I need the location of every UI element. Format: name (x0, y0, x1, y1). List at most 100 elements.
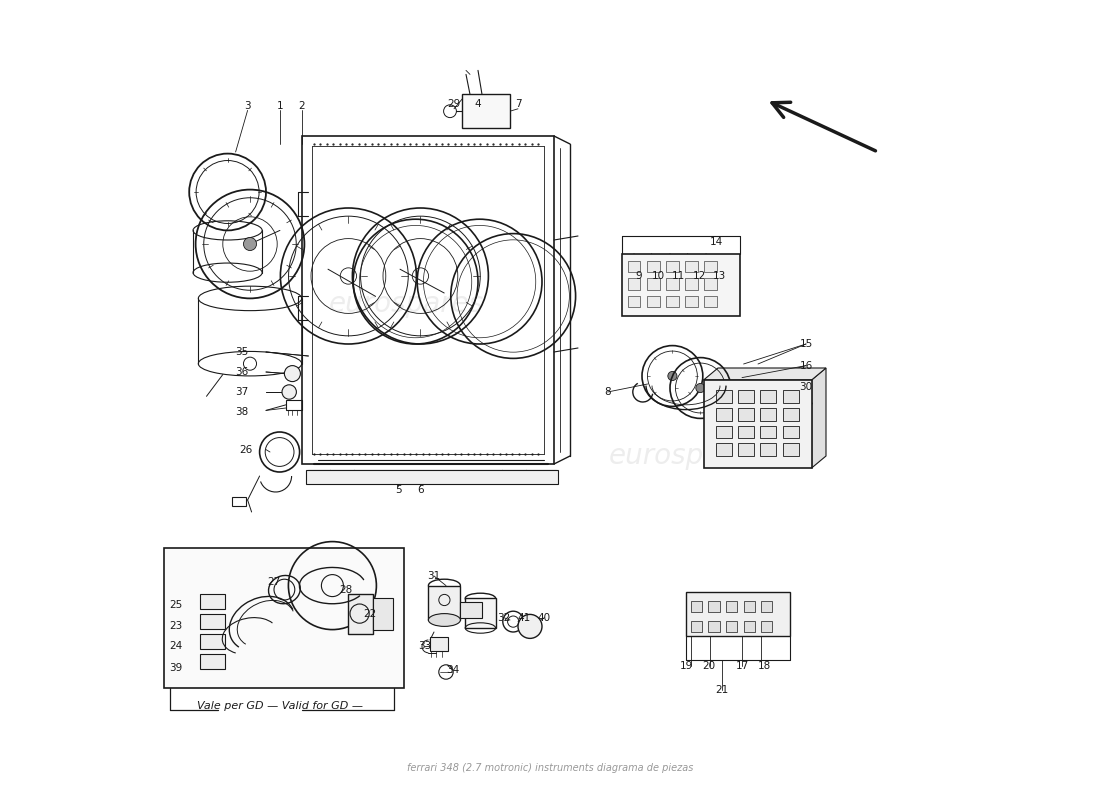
Bar (348, 594, 373, 634)
Text: 26: 26 (240, 445, 253, 454)
Bar (465, 598, 496, 628)
Bar (744, 621, 755, 632)
Text: 3: 3 (244, 101, 251, 110)
Text: 31: 31 (428, 571, 441, 581)
Bar (783, 390, 799, 403)
Bar (744, 601, 755, 612)
Text: 41: 41 (518, 613, 531, 622)
Bar (373, 598, 393, 630)
Text: 19: 19 (680, 662, 693, 671)
Text: 36: 36 (235, 367, 249, 377)
Bar (783, 408, 799, 421)
Bar (716, 443, 732, 456)
Bar (716, 408, 732, 421)
Bar (306, 470, 558, 484)
Bar (199, 634, 226, 649)
Text: 28: 28 (340, 585, 353, 594)
Text: 34: 34 (446, 665, 459, 674)
Bar (647, 261, 660, 272)
Bar (685, 278, 698, 290)
Bar (760, 390, 777, 403)
Text: 2: 2 (299, 101, 306, 110)
Text: 6: 6 (417, 485, 424, 494)
Circle shape (285, 366, 300, 382)
Polygon shape (812, 368, 826, 468)
Text: 29: 29 (448, 99, 461, 109)
Bar (428, 586, 461, 620)
Circle shape (696, 383, 705, 393)
Text: 35: 35 (235, 347, 249, 357)
Bar (726, 621, 737, 632)
Bar (286, 400, 302, 410)
Text: 20: 20 (702, 662, 715, 671)
Circle shape (668, 371, 676, 381)
Text: 12: 12 (693, 271, 706, 281)
Text: 37: 37 (235, 387, 249, 397)
Bar (628, 261, 640, 272)
Bar (761, 621, 772, 632)
Bar (783, 426, 799, 438)
Bar (666, 296, 679, 307)
Bar (726, 601, 737, 612)
Bar (628, 296, 640, 307)
Bar (685, 296, 698, 307)
Text: 1: 1 (277, 101, 284, 110)
Text: eurospares: eurospares (608, 442, 763, 470)
Bar (738, 443, 754, 456)
Text: 33: 33 (418, 642, 431, 651)
Text: 16: 16 (800, 361, 813, 370)
Bar (704, 278, 717, 290)
Circle shape (243, 238, 256, 250)
Text: 5: 5 (395, 485, 402, 494)
Text: 14: 14 (710, 237, 723, 246)
Bar (685, 261, 698, 272)
Bar (716, 426, 732, 438)
Bar (647, 278, 660, 290)
Bar (704, 296, 717, 307)
Text: 15: 15 (800, 339, 813, 349)
Bar (232, 497, 246, 506)
Bar (761, 601, 772, 612)
Text: 4: 4 (475, 99, 482, 109)
Text: 17: 17 (736, 662, 749, 671)
Bar (783, 443, 799, 456)
Circle shape (282, 385, 296, 399)
Bar (704, 380, 812, 468)
Text: 13: 13 (713, 271, 726, 281)
Ellipse shape (428, 614, 461, 626)
Bar (666, 278, 679, 290)
Bar (666, 261, 679, 272)
Text: 9: 9 (636, 271, 642, 281)
Text: 22: 22 (363, 610, 376, 619)
Bar (199, 614, 226, 629)
Bar (628, 278, 640, 290)
Bar (760, 408, 777, 421)
Text: 39: 39 (169, 663, 183, 673)
Bar (738, 390, 754, 403)
Bar (704, 261, 717, 272)
Bar (430, 637, 448, 651)
Text: Vale per GD — Valid for GD —: Vale per GD — Valid for GD — (197, 701, 363, 710)
Text: 38: 38 (235, 407, 249, 417)
Text: 10: 10 (651, 271, 664, 281)
Bar (621, 254, 740, 316)
Text: 25: 25 (169, 600, 183, 610)
Bar (691, 621, 702, 632)
Bar (686, 592, 790, 636)
Bar (691, 601, 702, 612)
Text: 23: 23 (169, 621, 183, 630)
Text: ferrari 348 (2.7 motronic) instruments diagrama de piezas: ferrari 348 (2.7 motronic) instruments d… (407, 763, 693, 773)
Bar (738, 408, 754, 421)
Text: 32: 32 (497, 613, 510, 622)
Text: 21: 21 (715, 685, 728, 694)
Bar (462, 94, 510, 128)
Text: eurospares: eurospares (329, 290, 484, 318)
Text: 30: 30 (800, 382, 813, 392)
Bar (199, 654, 226, 669)
Text: 7: 7 (515, 99, 521, 109)
Bar (708, 601, 719, 612)
Bar (708, 621, 719, 632)
Text: 11: 11 (672, 271, 685, 281)
Bar (716, 390, 732, 403)
Circle shape (518, 614, 542, 638)
